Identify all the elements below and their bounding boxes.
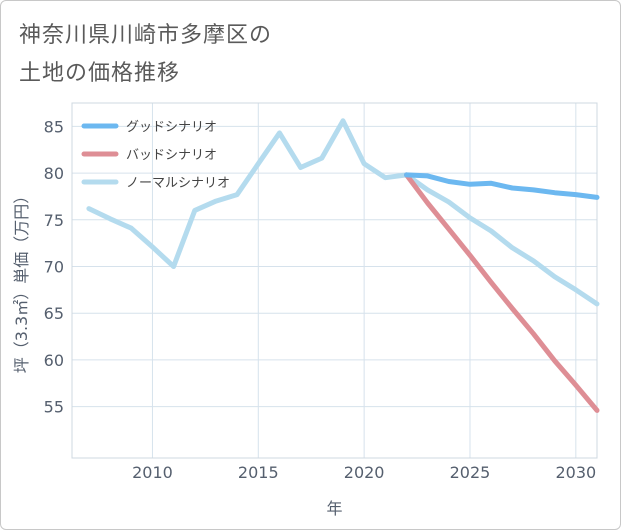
y-axis-title: 坪（3.3㎡）単価（万円） <box>12 188 31 373</box>
x-tick-label: 2010 <box>132 463 173 482</box>
y-tick-label: 80 <box>44 164 64 183</box>
chart-title-line-1: 神奈川県川崎市多摩区の <box>19 23 273 48</box>
legend-label-1: バッドシナリオ <box>126 148 217 163</box>
y-tick-label: 55 <box>44 398 64 417</box>
x-axis-title: 年 <box>326 499 342 518</box>
x-tick-label: 2025 <box>450 463 491 482</box>
legend-label-2: ノーマルシナリオ <box>126 176 230 191</box>
series-line-1 <box>404 172 600 413</box>
y-tick-label: 65 <box>44 304 64 323</box>
legend-label-0: グッドシナリオ <box>126 120 217 135</box>
series-line-0 <box>404 172 600 200</box>
y-tick-label: 70 <box>44 257 64 276</box>
x-tick-label: 2020 <box>344 463 385 482</box>
chart-title-line-2: 土地の価格推移 <box>19 61 181 86</box>
series-lines <box>86 118 600 413</box>
tick-labels: 2010 2015 2020 2025 2030 55 60 65 70 75 80 85 <box>44 117 597 482</box>
y-tick-label: 85 <box>44 117 64 136</box>
x-tick-label: 2015 <box>238 463 279 482</box>
series-line-2 <box>86 118 600 307</box>
x-tick-label: 2030 <box>555 463 596 482</box>
y-tick-label: 60 <box>44 351 64 370</box>
plot-area <box>71 102 598 459</box>
y-tick-label: 75 <box>44 211 64 230</box>
